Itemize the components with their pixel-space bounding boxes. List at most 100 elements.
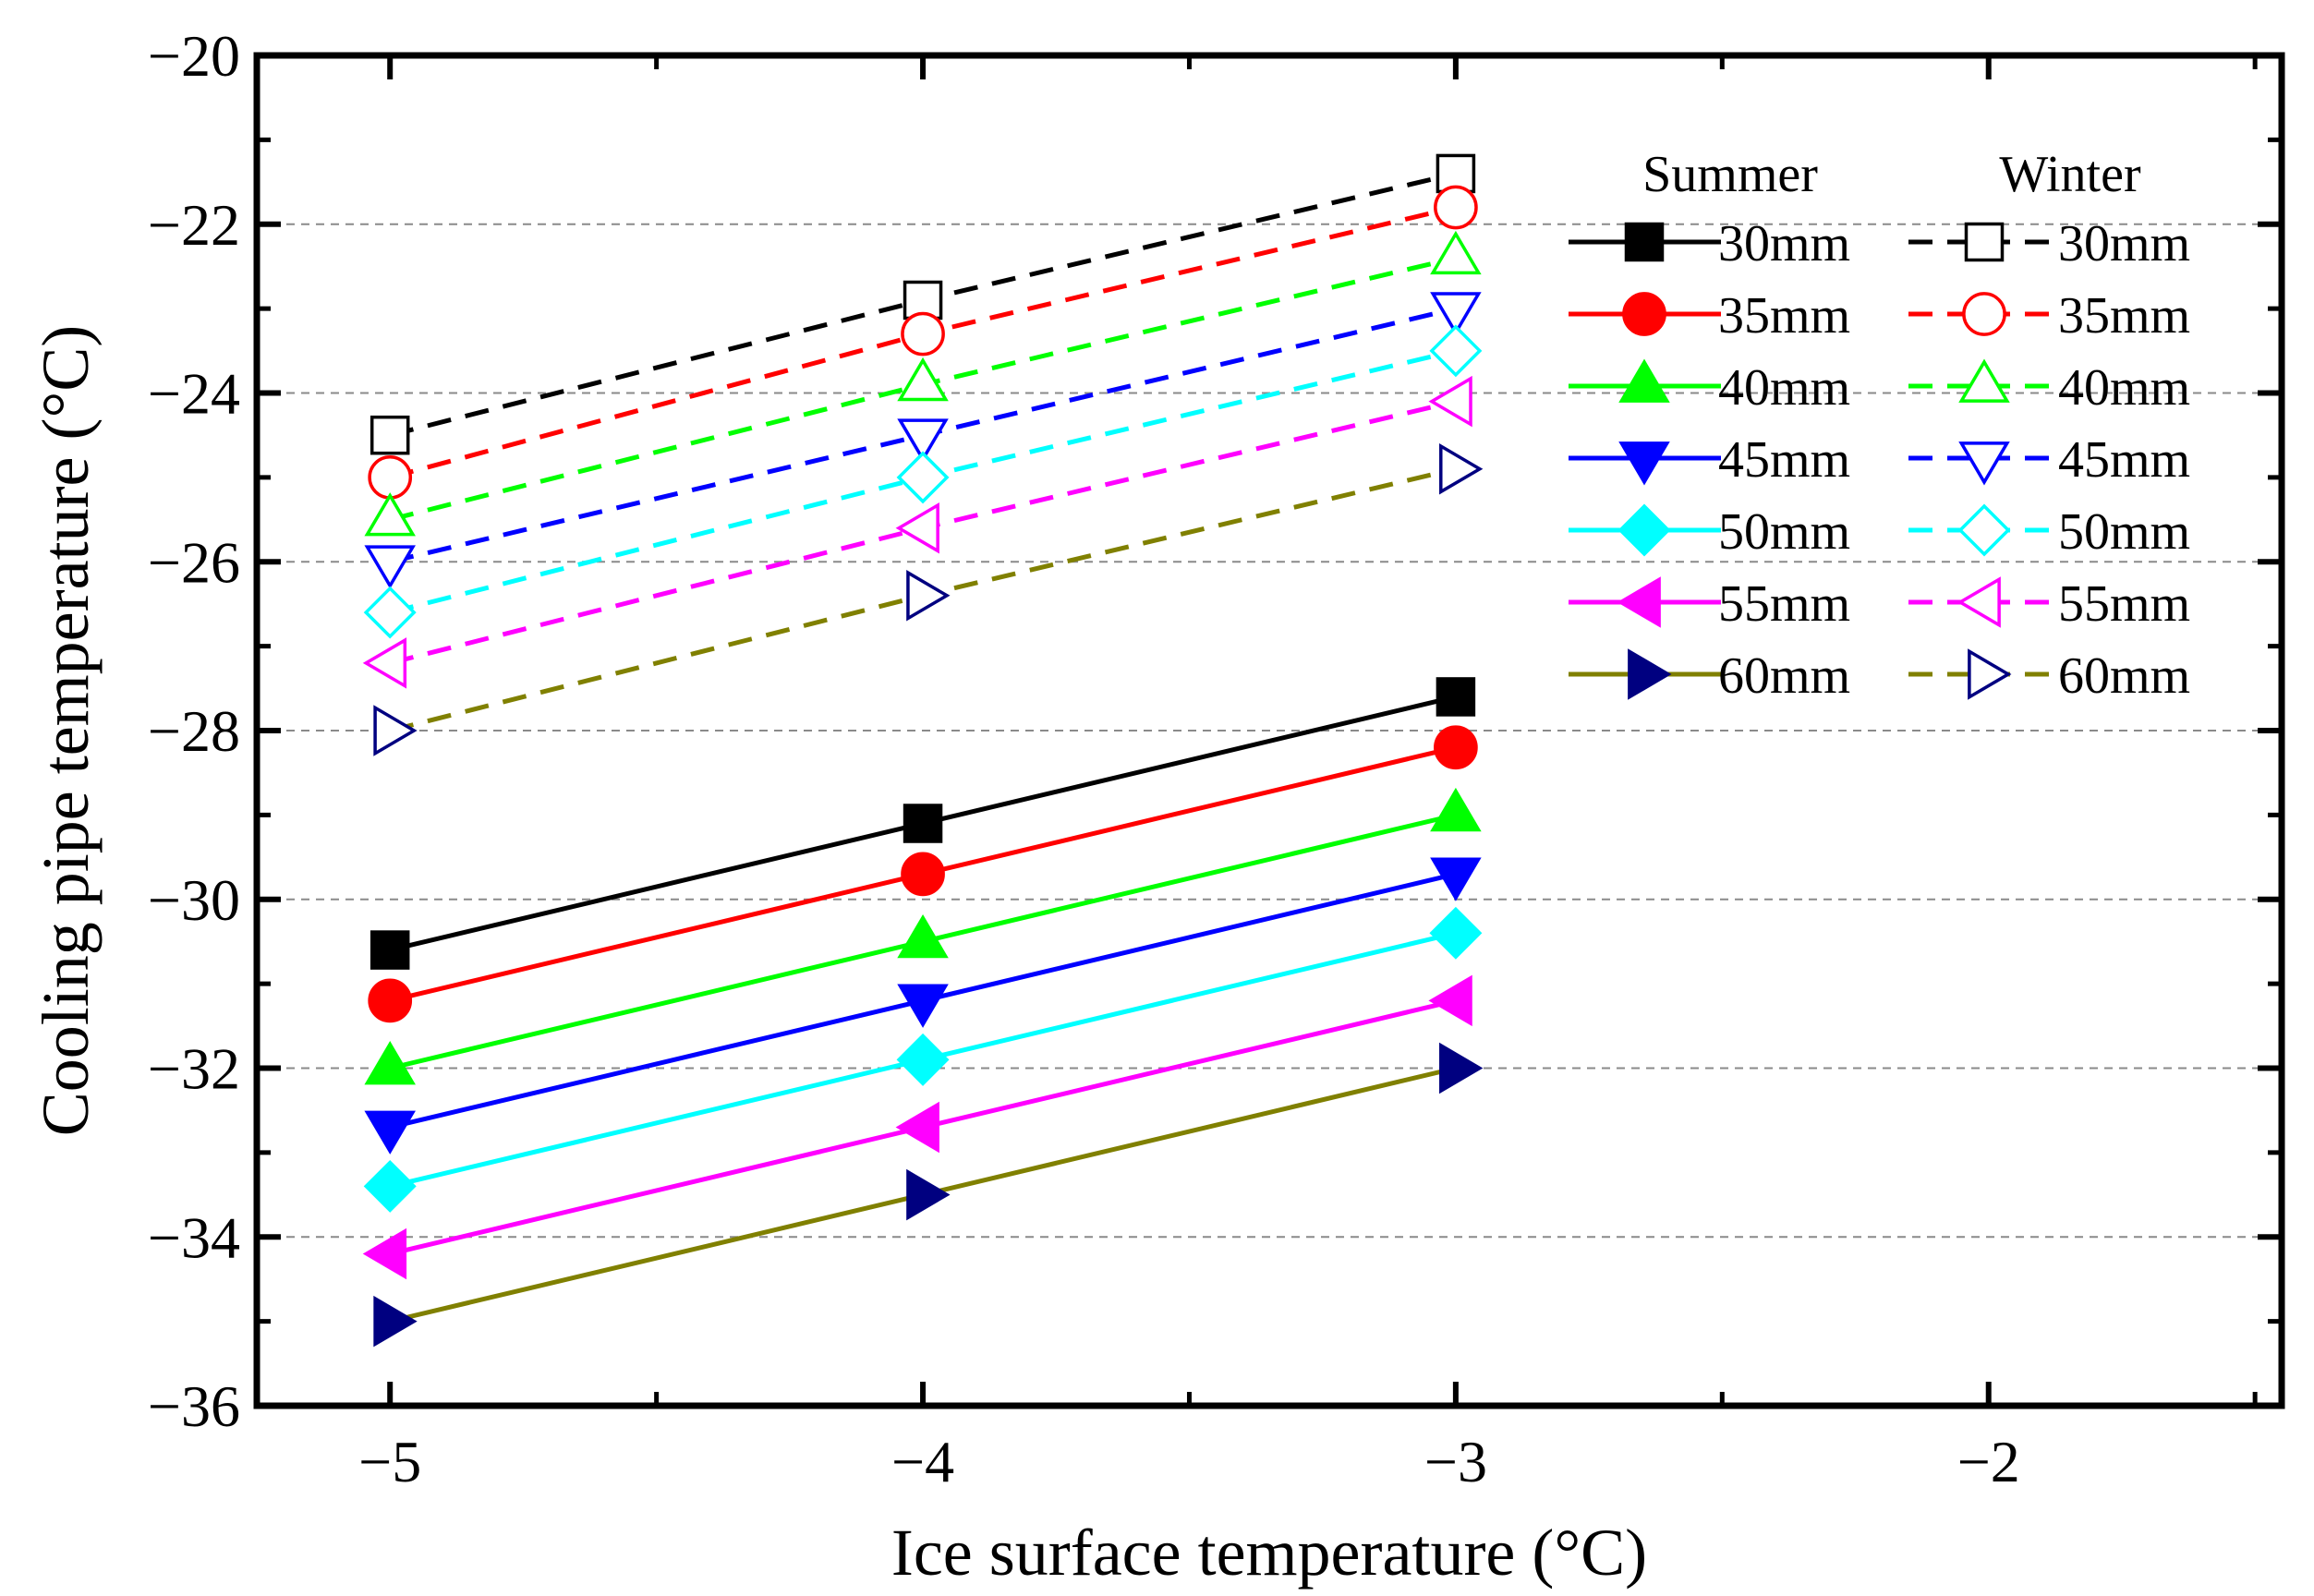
legend-item: 35mm [1908,287,2190,345]
marker-triangle-left [1617,576,1661,628]
series-winter-60mm [373,442,1484,756]
legend-item: 45mm [1569,431,1850,489]
marker-diamond [1429,906,1483,960]
marker-square [370,415,410,455]
marker-circle [1434,725,1478,770]
marker-square [1624,222,1665,262]
y-tick-label: −24 [148,361,240,427]
marker-triangle-up [897,357,949,402]
legend-item: 30mm [1908,215,2190,272]
marker-diamond [363,586,417,639]
marker-triangle-left [362,637,407,689]
legend-heading-summer: Summer [1642,146,1818,203]
legend-label: 60mm [2058,647,2190,705]
legend-item: 30mm [1569,215,1850,272]
legend-label: 45mm [1718,431,1850,489]
marker-triangle-up [1958,358,2010,403]
marker-triangle-down [897,418,949,463]
marker-triangle-up [1618,358,1670,403]
series-winter-30mm [370,153,1476,455]
y-tick-label: −36 [148,1373,240,1439]
series-summer-60mm [373,1042,1484,1348]
marker-circle [1962,292,2006,336]
series-winter-50mm [363,324,1483,639]
marker-triangle-right [373,1295,418,1348]
y-tick-label: −28 [148,698,240,764]
x-tick-label: −4 [891,1429,954,1494]
marker-square [903,804,943,843]
x-tick-label: −5 [358,1429,421,1494]
series-summer-35mm [368,725,1478,1023]
legend-item: 60mm [1569,647,1850,705]
legend-item: 35mm [1569,287,1850,345]
legend-label: 40mm [2058,359,2190,417]
marker-triangle-right [1439,1042,1484,1094]
series-winter-45mm [364,292,1482,589]
marker-square [1964,222,2005,262]
marker-triangle-right [1439,442,1484,495]
marker-circle [1434,185,1478,230]
marker-triangle-down [1958,441,2010,486]
marker-circle [901,311,945,357]
series-winter-40mm [364,230,1482,537]
marker-triangle-down [364,1110,416,1155]
marker-diamond [1957,503,2011,557]
marker-square [370,930,410,970]
marker-triangle-left [1428,375,1472,428]
y-tick-label: −26 [148,529,240,595]
series-winter-55mm [362,375,1472,689]
series-summer-40mm [364,787,1482,1085]
marker-circle [1622,292,1666,336]
legend-item: 45mm [1908,431,2190,489]
marker-triangle-up [364,1041,416,1085]
marker-triangle-right [906,570,951,622]
legend-label: 30mm [2058,215,2190,272]
legend-label: 35mm [1718,287,1850,345]
legend-label: 55mm [1718,575,1850,633]
legend-label: 30mm [1718,215,1850,272]
marker-circle [368,455,413,500]
legend-item: 55mm [1569,575,1850,633]
legend-item: 50mm [1908,503,2190,561]
marker-triangle-left [362,1227,407,1280]
x-axis-title: Ice surface temperature (°C) [891,1516,1647,1590]
legend-label: 45mm [2058,431,2190,489]
legend-label: 35mm [2058,287,2190,345]
marker-triangle-down [364,545,416,589]
marker-diamond [896,1033,950,1086]
legend-item: 50mm [1569,503,1850,561]
legend-item: 40mm [1569,358,1850,417]
marker-triangle-left [895,502,939,554]
marker-triangle-up [1430,230,1482,275]
legend-label: 50mm [1718,503,1850,561]
grid-lines [257,223,2282,1239]
y-tick-label: −20 [148,23,240,89]
legend-item: 60mm [1908,647,2190,705]
marker-triangle-left [895,1101,939,1154]
legend-label: 55mm [2058,575,2190,633]
y-tick-label: −30 [148,867,240,933]
marker-triangle-right [1968,648,2012,700]
marker-triangle-left [1957,576,2001,628]
axes: −36 −34 −32 −30 −28 −26 −24 −22 −20 −5 −4 −3 −2 [148,23,2285,1494]
legend: Summer Winter 30mm 35mm 40mm 45mm 50mm 55mm 60mm… [1569,146,2190,705]
series-layer [362,153,1484,1348]
marker-triangle-down [897,984,949,1028]
marker-triangle-down [1430,857,1482,901]
y-tick-label: −32 [148,1036,240,1102]
marker-triangle-right [906,1168,951,1221]
marker-circle [901,852,945,897]
series-summer-45mm [364,857,1482,1155]
legend-item: 55mm [1908,575,2190,633]
y-tick-label: −34 [148,1204,240,1270]
y-axis-title: Cooling pipe temperature (°C) [29,325,103,1137]
legend-label: 50mm [2058,503,2190,561]
marker-square [1436,677,1476,717]
x-tick-label: −3 [1424,1429,1487,1494]
marker-triangle-right [373,705,418,756]
marker-triangle-up [1430,787,1482,832]
legend-label: 40mm [1718,359,1850,417]
x-tick-label: −2 [1957,1429,2020,1494]
